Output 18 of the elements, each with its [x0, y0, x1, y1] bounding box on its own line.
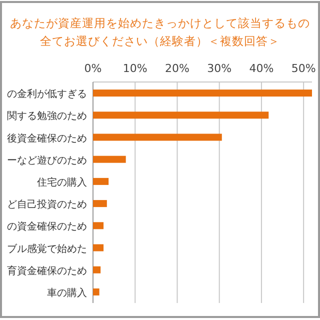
y-tick-label: ブル感覚で始めた	[7, 242, 87, 255]
x-tick-label: 10%	[122, 62, 148, 75]
y-tick-label: の金利が低すぎる	[7, 88, 87, 100]
x-tick-label: 20%	[165, 62, 190, 75]
y-tick-label: 後資金確保のため	[7, 132, 87, 144]
subtitle: 全てお選びください（経験者）＜複数回答＞	[40, 34, 280, 48]
x-tick-label: 50%	[291, 62, 316, 75]
x-tick-label: 40%	[249, 62, 274, 75]
title: あなたが資産運用を始めたきっかけとして該当するもの	[10, 16, 310, 30]
y-tick-label: 車の購入	[47, 286, 87, 299]
y-tick-label: ど自己投資のため	[7, 198, 87, 211]
x-tick-label: 30%	[207, 62, 232, 75]
y-tick-label: ーなど遊びのため	[7, 154, 87, 166]
y-tick-label: 育資金確保のため	[7, 264, 87, 277]
x-tick-label: 0%	[84, 62, 102, 75]
y-tick-label: 住宅の購入	[37, 176, 87, 188]
y-tick-label: の資金確保のため	[7, 220, 87, 233]
y-tick-label: 関する勉強のため	[7, 110, 87, 122]
